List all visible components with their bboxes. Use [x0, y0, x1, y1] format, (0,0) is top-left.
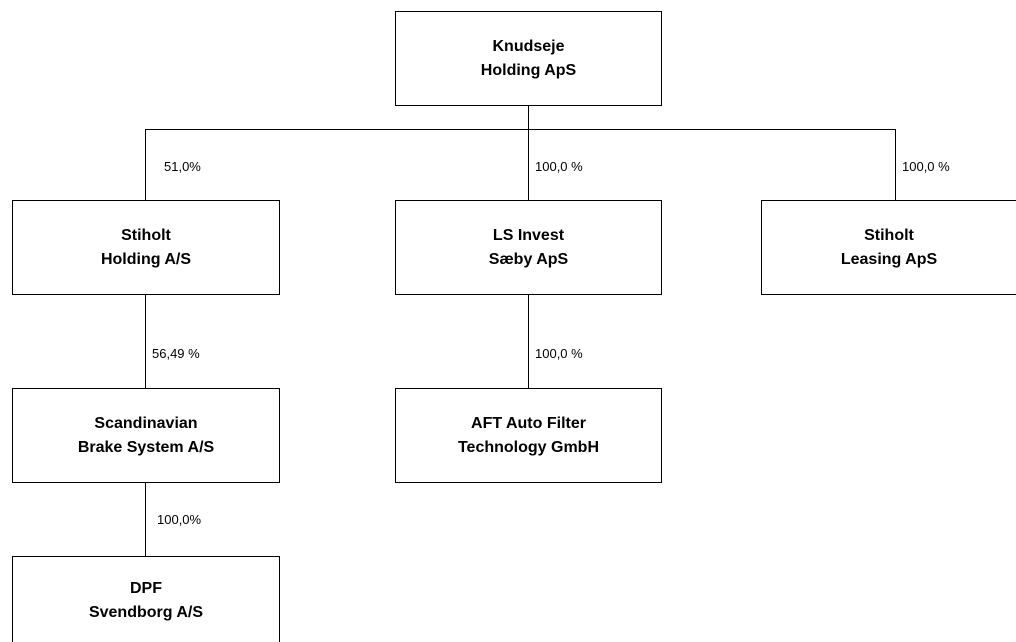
entity-name-line2: Leasing ApS — [840, 250, 938, 268]
entity-name-line1: AFT Auto Filter — [471, 414, 586, 432]
entity-name-line2: Brake System A/S — [77, 438, 215, 456]
connector-top-horizontal — [145, 129, 896, 130]
ownership-label-dpf-svendborg: 100,0% — [157, 512, 202, 527]
entity-box-stiholt-leasing: Stiholt Leasing ApS — [761, 200, 1016, 295]
connector-to-dpf-svendborg — [145, 482, 146, 556]
entity-name-line1: Scandinavian — [94, 414, 198, 432]
entity-box-ls-invest-saeby: LS Invest Sæby ApS — [395, 200, 662, 295]
ownership-label-ls-invest: 100,0 % — [535, 159, 583, 174]
entity-box-scandinavian-brake-system: Scandinavian Brake System A/S — [12, 388, 280, 483]
entity-name-line1: LS Invest — [492, 226, 565, 244]
ownership-label-aft-auto-filter: 100,0 % — [535, 346, 583, 361]
entity-name-line1: Stiholt — [121, 226, 171, 244]
ownership-label-stiholt-leasing: 100,0 % — [902, 159, 950, 174]
entity-name-line1: DPF — [130, 579, 162, 597]
connector-to-stiholt-holding — [145, 129, 146, 200]
entity-name-line2: Svendborg A/S — [88, 603, 204, 621]
entity-box-dpf-svendborg: DPF Svendborg A/S — [12, 556, 280, 642]
connector-to-scandinavian-brake — [145, 294, 146, 388]
entity-name-line2: Holding ApS — [480, 61, 577, 79]
entity-name-line1: Knudseje — [492, 37, 565, 55]
entity-name-line1: Stiholt — [864, 226, 914, 244]
ownership-label-stiholt-holding: 51,0% — [164, 159, 201, 174]
entity-name-line2: Holding A/S — [100, 250, 192, 268]
entity-name-line2: Sæby ApS — [488, 250, 569, 268]
connector-to-stiholt-leasing — [895, 129, 896, 200]
entity-name-line2: Technology GmbH — [457, 438, 600, 456]
entity-box-aft-auto-filter: AFT Auto Filter Technology GmbH — [395, 388, 662, 483]
ownership-label-scandinavian-brake: 56,49 % — [152, 346, 200, 361]
connector-knudseje-down — [528, 105, 529, 130]
connector-to-aft-auto-filter — [528, 294, 529, 388]
entity-box-knudseje-holding: Knudseje Holding ApS — [395, 11, 662, 106]
connector-to-ls-invest — [528, 129, 529, 200]
entity-box-stiholt-holding: Stiholt Holding A/S — [12, 200, 280, 295]
